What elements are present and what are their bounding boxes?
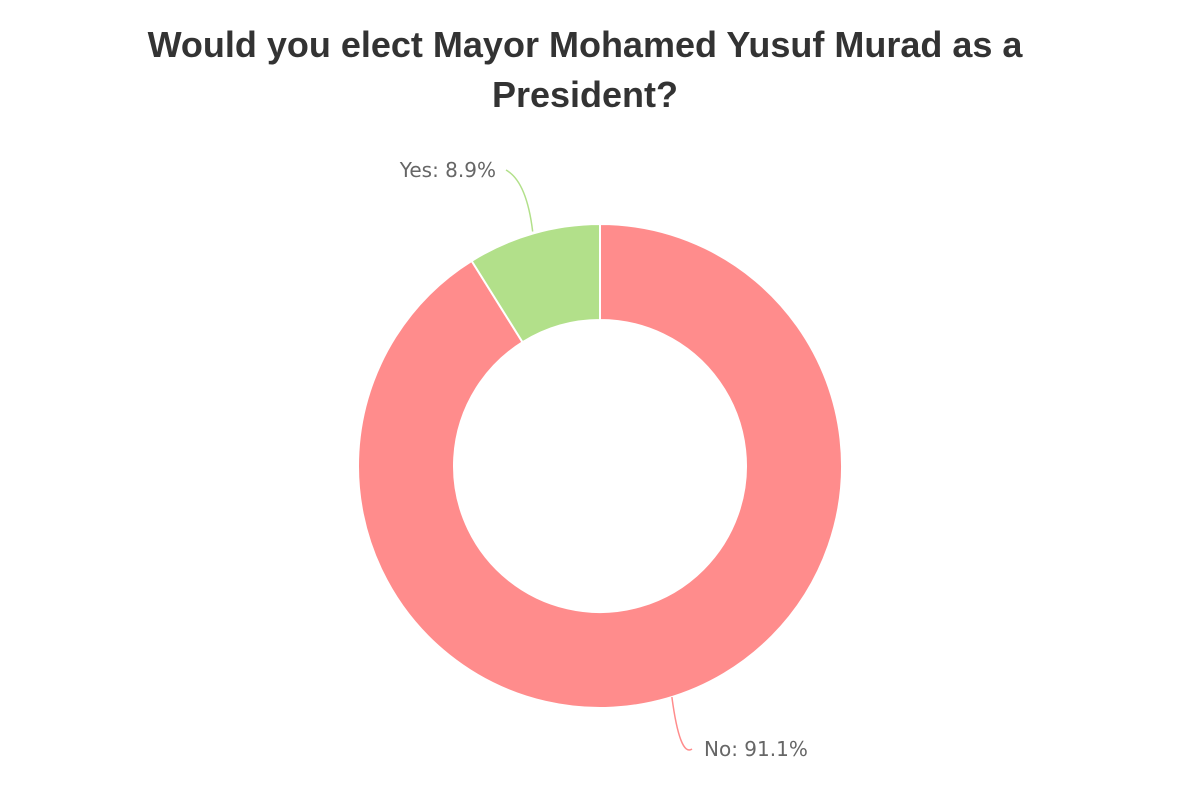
slice-no[interactable]: [357, 222, 843, 709]
slices-layer: [357, 222, 843, 709]
leader-line-no: [671, 696, 693, 751]
labels-layer: No: 91.1% Yes: 8.9%: [399, 158, 808, 761]
leader-line-yes: [505, 169, 534, 232]
chart-title: Would you elect Mayor Mohamed Yusuf Mura…: [147, 24, 1023, 115]
slice-label-yes: Yes: 8.9%: [399, 158, 496, 182]
slice-label-no: No: 91.1%: [704, 737, 808, 761]
slice-yes[interactable]: [470, 222, 601, 344]
